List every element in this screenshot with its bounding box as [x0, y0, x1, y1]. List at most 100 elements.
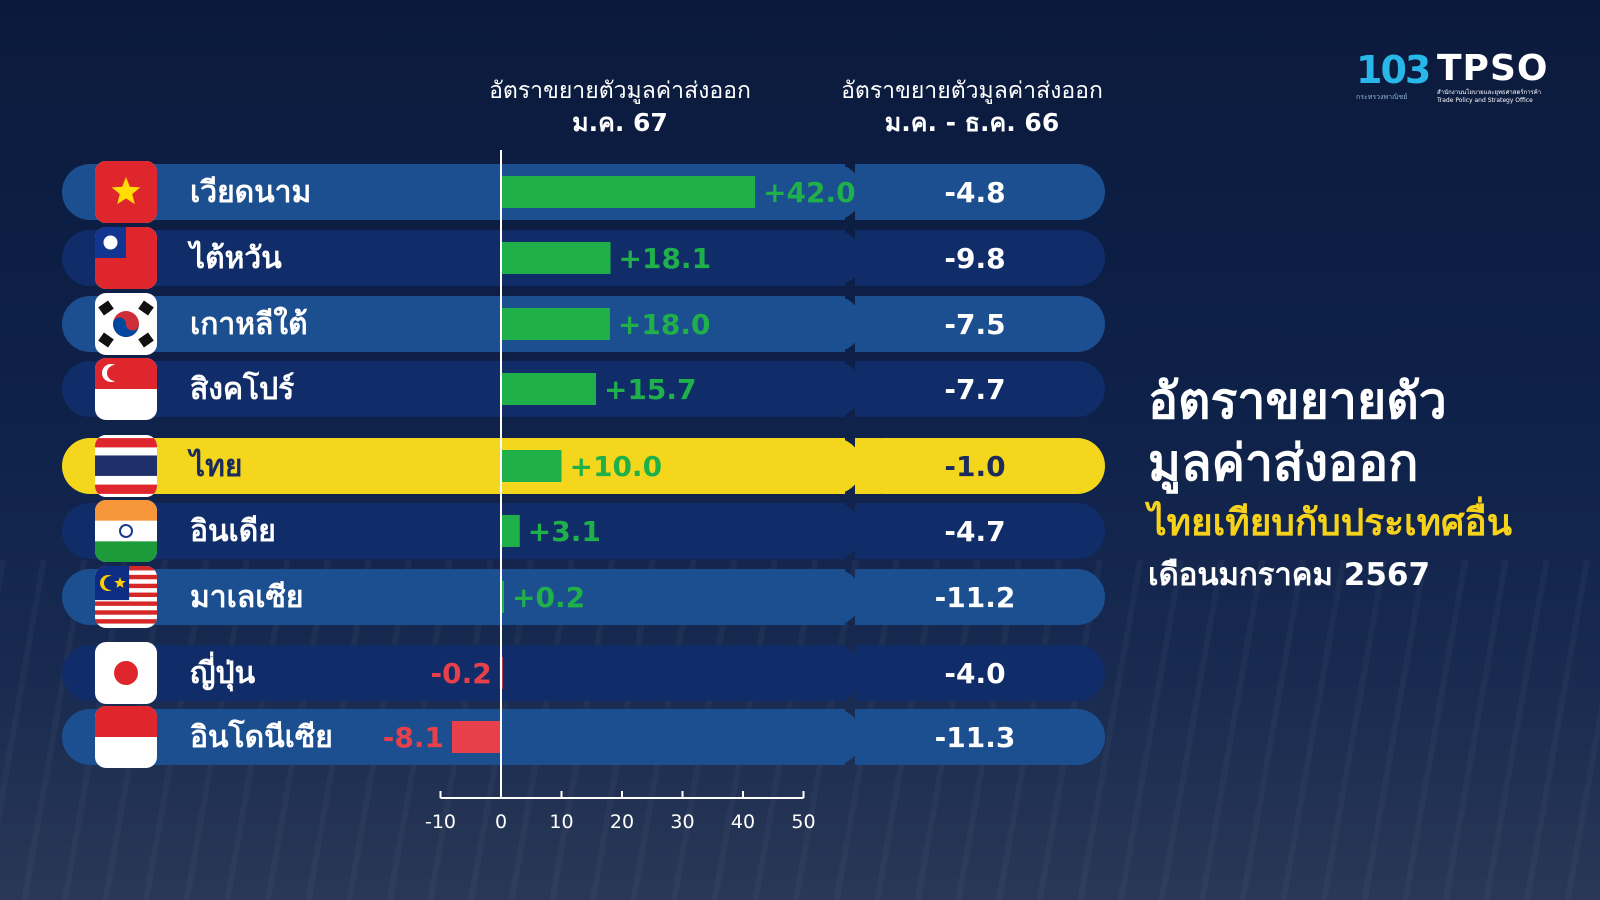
flag-body: [98, 300, 154, 348]
ministry-logo-caption: กระทรวงพาณิชย์: [1356, 93, 1408, 101]
flag-stripe: [95, 601, 157, 606]
row-background-square: [820, 230, 845, 286]
ministry-logo-number: 103: [1356, 48, 1431, 92]
column-header-title: อัตราขยายตัวมูลค่าส่งออก: [841, 78, 1103, 104]
row-value-background: [855, 645, 1105, 701]
country-label: อินเดีย: [190, 514, 276, 549]
row-background: [62, 503, 862, 559]
row-background-square: [820, 569, 845, 625]
data-bar: [451, 721, 501, 753]
row-value-background-square: [855, 296, 880, 352]
data-label-2566: -11.2: [935, 581, 1016, 614]
flag-red-top: [95, 438, 157, 448]
flag-body: [95, 227, 157, 289]
row-background: [62, 645, 862, 701]
x-tick-label: 0: [495, 811, 507, 833]
vietnam-flag-icon: [95, 161, 157, 223]
flag-star: [114, 577, 126, 588]
row-background-square: [820, 709, 845, 765]
data-label-2566: -11.3: [935, 721, 1016, 754]
x-tick-label: 40: [731, 811, 755, 833]
row-value-background-square: [855, 230, 880, 286]
flag-moon-cut: [107, 365, 123, 381]
row-value-background: [855, 296, 1105, 352]
x-tick-label: -10: [425, 811, 456, 833]
country-label: เวียดนาม: [190, 175, 311, 210]
row-background-square: [820, 164, 845, 220]
chart-row: อินโดนีเซีย -8.1 -11.3: [62, 706, 1105, 768]
row-value-background-square: [855, 164, 880, 220]
flag-trigram: [138, 300, 154, 316]
side-title: อัตราขยายตัว มูลค่าส่งออก: [1148, 370, 1447, 494]
country-label: เกาหลีใต้: [190, 306, 308, 342]
thailand-flag-icon: [95, 435, 157, 497]
tpso-logo-caption-th: สำนักงานนโยบายและยุทธศาสตร์การค้า: [1437, 89, 1542, 96]
side-title-line2: มูลค่าส่งออก: [1148, 434, 1419, 492]
side-title-line1: อัตราขยายตัว: [1148, 372, 1447, 430]
x-tick-label: 50: [791, 811, 815, 833]
data-label-2566: -7.5: [944, 308, 1005, 341]
data-label: +10.0: [570, 450, 663, 483]
flag-trigram: [138, 332, 154, 348]
flag-body: [95, 435, 157, 497]
column-header-jan-67: อัตราขยายตัวมูลค่าส่งออก ม.ค. 67: [460, 76, 780, 138]
row-value-background-square: [855, 361, 880, 417]
flag-star: [111, 177, 141, 205]
tpso-logo-text: TPSO: [1437, 48, 1549, 89]
flag-red-bottom: [95, 484, 157, 494]
flag-sun: [114, 661, 138, 685]
flag-stripe: [95, 610, 157, 615]
japan-flag-icon: [95, 642, 157, 704]
data-label: +0.2: [512, 581, 585, 614]
row-value-background-square: [855, 569, 880, 625]
row-background-square: [820, 296, 845, 352]
south-korea-flag-icon: [95, 293, 157, 355]
malaysia-flag-icon: [95, 566, 157, 628]
flag-green: [95, 541, 157, 562]
flag-trigram: [98, 332, 114, 348]
country-label: อินโดนีเซีย: [190, 718, 333, 755]
tpso-logo: TPSO สำนักงานนโยบายและยุทธศาสตร์การค้า T…: [1437, 48, 1548, 105]
data-label-2566: -4.7: [944, 515, 1005, 548]
chart-row: มาเลเซีย +0.2 -11.2: [62, 566, 1105, 628]
flag-body: [95, 500, 157, 562]
flag-saffron: [95, 500, 157, 521]
data-label-2566: -1.0: [944, 450, 1005, 483]
row-value-background-square: [855, 645, 880, 701]
chart-row: ไต้หวัน +18.1 -9.8: [62, 227, 1105, 289]
row-value-background: [855, 164, 1105, 220]
data-label: +42.0: [763, 176, 856, 209]
column-header-2566: อัตราขยายตัวมูลค่าส่งออก ม.ค. - ธ.ค. 66: [822, 76, 1122, 138]
data-label: +3.1: [528, 515, 601, 548]
chart-row: เกาหลีใต้ +18.0 -7.5: [62, 293, 1105, 355]
row-value-background-square: [855, 503, 880, 559]
row-value-background: [855, 438, 1105, 494]
data-label: +18.1: [619, 242, 712, 275]
flag-sun: [103, 235, 118, 250]
ministry-logo: 103 กระทรวงพาณิชย์: [1356, 48, 1431, 103]
flag-moon-cut: [104, 576, 118, 590]
data-label-2566: -4.0: [944, 657, 1005, 690]
chart-row: ไทย +10.0 -1.0: [62, 435, 1105, 497]
column-header-title: อัตราขยายตัวมูลค่าส่งออก: [489, 78, 751, 104]
flag-body: [95, 161, 157, 223]
x-tick-label: 30: [670, 811, 694, 833]
row-background: [62, 569, 862, 625]
country-label: สิงคโปร์: [190, 370, 294, 407]
data-bar: [501, 450, 562, 482]
row-value-background: [855, 361, 1105, 417]
data-label: +18.0: [618, 308, 711, 341]
data-label-2566: -9.8: [944, 242, 1005, 275]
flag-body: [95, 358, 157, 389]
chart-row: สิงคโปร์ +15.7 -7.7: [62, 358, 1105, 420]
row-background-square: [820, 503, 845, 559]
flag-body: [114, 661, 138, 685]
column-header-period: ม.ค. 67: [572, 108, 668, 137]
flag-body: [95, 566, 157, 624]
data-label-2566: -7.7: [944, 373, 1005, 406]
flag-chakra: [119, 524, 133, 538]
x-tick-label: 20: [610, 811, 634, 833]
row-background: [62, 438, 862, 494]
row-background-square: [820, 645, 845, 701]
data-bar: [501, 581, 504, 613]
